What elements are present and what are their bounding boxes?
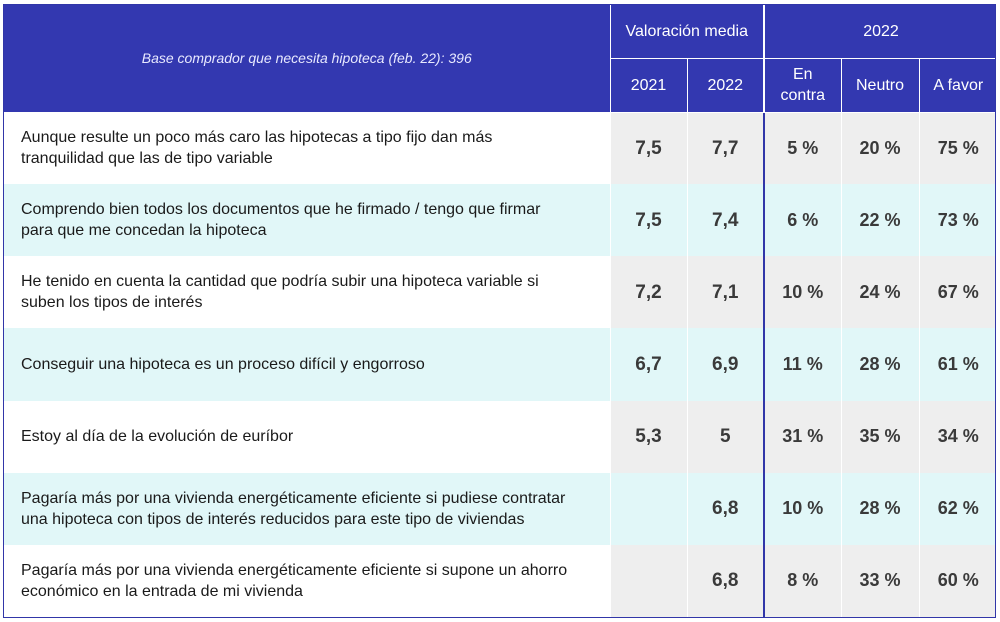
row-label: Aunque resulte un poco más caro las hipo… xyxy=(4,112,610,185)
table-row: Aunque resulte un poco más caro las hipo… xyxy=(4,112,995,185)
value-2022: 5 xyxy=(686,400,764,473)
table-row: Estoy al día de la evolución de euríbor … xyxy=(4,400,995,473)
row-label: Conseguir una hipoteca es un proceso dif… xyxy=(4,328,610,401)
col-header-2022: 2022 xyxy=(686,58,764,113)
row-label-line1: Conseguir una hipoteca es un proceso dif… xyxy=(21,355,425,373)
group-header-valoracion: Valoración media xyxy=(609,5,764,59)
base-sample-label: Base comprador que necesita hipoteca (fe… xyxy=(4,5,610,113)
table-row: Pagaría más por una vivienda energéticam… xyxy=(4,472,995,545)
table-row: Conseguir una hipoteca es un proceso dif… xyxy=(4,328,995,401)
en-contra-line1: En xyxy=(792,66,813,83)
value-2022: 7,1 xyxy=(686,256,764,329)
value-2022: 7,4 xyxy=(686,184,764,257)
table-row: Comprendo bien todos los documentos que … xyxy=(4,184,995,257)
row-label: He tenido en cuenta la cantidad que podr… xyxy=(4,256,610,329)
pct-en-contra: 10 % xyxy=(763,472,841,545)
pct-neutro: 33 % xyxy=(840,544,919,617)
row-label-line1: Aunque resulte un poco más caro las hipo… xyxy=(21,129,493,147)
col-header-neutro: Neutro xyxy=(840,58,919,113)
pct-a-favor: 73 % xyxy=(918,184,995,257)
survey-grid: Base comprador que necesita hipoteca (fe… xyxy=(4,5,995,617)
row-label-line1: Pagaría más por una vivienda energéticam… xyxy=(21,489,566,507)
value-2022: 6,8 xyxy=(686,544,764,617)
row-label: Comprendo bien todos los documentos que … xyxy=(4,184,610,257)
pct-a-favor: 67 % xyxy=(918,256,995,329)
value-2021: 6,7 xyxy=(609,328,687,401)
value-2021: 7,5 xyxy=(609,184,687,257)
pct-neutro: 28 % xyxy=(840,472,919,545)
row-label-line1: Estoy al día de la evolución de euríbor xyxy=(21,428,294,446)
row-label-line2: económico en la entrada de mi vivienda xyxy=(21,582,303,600)
pct-en-contra: 6 % xyxy=(763,184,841,257)
value-2021: 5,3 xyxy=(609,400,687,473)
survey-table: Base comprador que necesita hipoteca (fe… xyxy=(3,4,996,618)
row-label-line2: una hipoteca con tipos de interés reduci… xyxy=(21,510,525,528)
row-label: Pagaría más por una vivienda energéticam… xyxy=(4,472,610,545)
col-header-2021: 2021 xyxy=(609,58,687,113)
value-2022: 7,7 xyxy=(686,112,764,185)
table-row: Pagaría más por una vivienda energéticam… xyxy=(4,544,995,617)
pct-neutro: 22 % xyxy=(840,184,919,257)
pct-en-contra: 5 % xyxy=(763,112,841,185)
pct-en-contra: 31 % xyxy=(763,400,841,473)
pct-neutro: 20 % xyxy=(840,112,919,185)
pct-en-contra: 10 % xyxy=(763,256,841,329)
pct-a-favor: 60 % xyxy=(918,544,995,617)
pct-neutro: 35 % xyxy=(840,400,919,473)
pct-a-favor: 34 % xyxy=(918,400,995,473)
row-label-line1: Comprendo bien todos los documentos que … xyxy=(21,201,541,219)
en-contra-line2: contra xyxy=(780,87,825,104)
value-2021 xyxy=(609,472,687,545)
value-2022: 6,8 xyxy=(686,472,764,545)
col-header-en-contra: En contra xyxy=(763,58,841,113)
row-label-line2: para que me concedan la hipoteca xyxy=(21,222,267,240)
pct-en-contra: 11 % xyxy=(763,328,841,401)
row-label-line1: Pagaría más por una vivienda energéticam… xyxy=(21,561,568,579)
pct-en-contra: 8 % xyxy=(763,544,841,617)
pct-neutro: 28 % xyxy=(840,328,919,401)
value-2021: 7,2 xyxy=(609,256,687,329)
pct-neutro: 24 % xyxy=(840,256,919,329)
col-header-a-favor: A favor xyxy=(918,58,995,113)
group-header-2022: 2022 xyxy=(762,5,995,59)
pct-a-favor: 75 % xyxy=(918,112,995,185)
row-label-line1: He tenido en cuenta la cantidad que podr… xyxy=(21,273,539,291)
table-row: He tenido en cuenta la cantidad que podr… xyxy=(4,256,995,329)
value-2022: 6,9 xyxy=(686,328,764,401)
pct-a-favor: 62 % xyxy=(918,472,995,545)
pct-a-favor: 61 % xyxy=(918,328,995,401)
row-label: Pagaría más por una vivienda energéticam… xyxy=(4,544,610,617)
row-label-line2: suben los tipos de interés xyxy=(21,294,203,312)
value-2021: 7,5 xyxy=(609,112,687,185)
row-label: Estoy al día de la evolución de euríbor xyxy=(4,400,610,473)
value-2021 xyxy=(609,544,687,617)
row-label-line2: tranquilidad que las de tipo variable xyxy=(21,150,273,168)
